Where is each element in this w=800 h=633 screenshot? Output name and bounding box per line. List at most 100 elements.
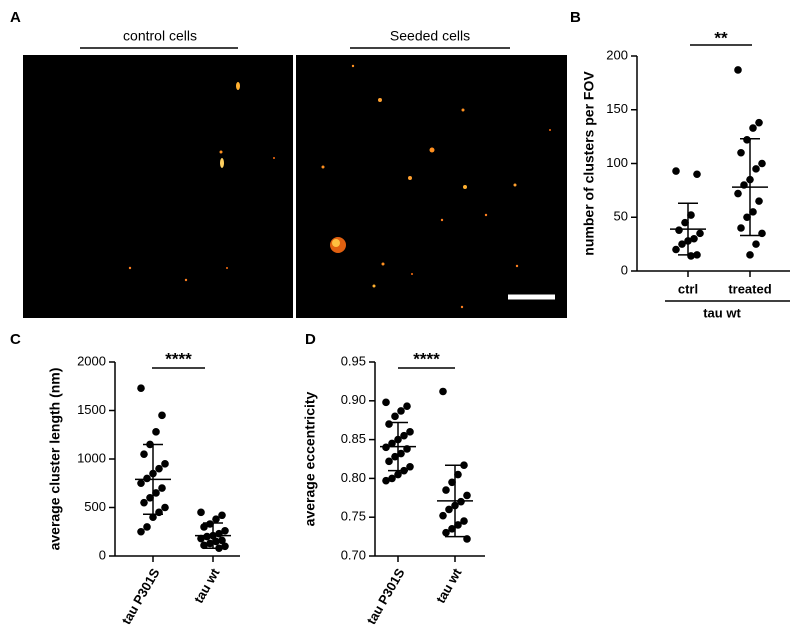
panel-letter: B <box>570 9 581 26</box>
data-point <box>749 124 757 132</box>
data-point <box>448 525 456 533</box>
microscopy-image <box>296 55 567 318</box>
data-point <box>675 226 683 234</box>
data-point <box>696 229 704 238</box>
data-point <box>382 443 390 452</box>
data-point <box>158 411 166 420</box>
data-point <box>758 229 766 238</box>
y-tick-label: 2000 <box>77 353 106 368</box>
data-point <box>406 428 414 436</box>
error-bar <box>678 202 698 256</box>
fluorescence-spots <box>128 64 551 309</box>
data-point <box>221 526 229 535</box>
error-bar <box>203 522 223 549</box>
microscopy-image <box>23 55 293 318</box>
y-tick-label: 100 <box>606 155 628 170</box>
data-point <box>197 508 205 517</box>
data-point <box>158 484 166 492</box>
data-point <box>448 478 456 487</box>
group-label: tau wt <box>703 305 741 320</box>
data-point <box>152 428 160 436</box>
data-point <box>758 159 766 168</box>
data-point <box>206 539 214 548</box>
data-point <box>137 479 145 488</box>
data-point <box>681 218 689 227</box>
image-label: Seeded cells <box>390 28 470 44</box>
significance: **** <box>413 349 440 368</box>
data-point <box>752 240 760 248</box>
data-point <box>672 167 680 175</box>
data-point <box>460 517 468 525</box>
data-point <box>140 498 148 507</box>
data-point <box>400 431 408 440</box>
panel-letter: D <box>305 331 316 348</box>
data-point <box>382 476 390 485</box>
data-point <box>155 464 163 473</box>
data-point <box>442 528 450 537</box>
data-point <box>382 398 390 407</box>
data-point <box>137 527 145 536</box>
data-point <box>442 486 450 494</box>
data-point <box>403 402 411 411</box>
data-point <box>734 189 742 198</box>
data-point <box>161 503 169 512</box>
data-point <box>200 541 208 550</box>
data-point <box>755 118 763 127</box>
data-point <box>397 407 405 415</box>
image-label: control cells <box>123 28 197 44</box>
data-point <box>203 532 211 541</box>
data-point <box>749 208 757 216</box>
data-point <box>737 148 745 157</box>
y-axis-label: number of clusters per FOV <box>581 71 597 256</box>
data-point <box>143 523 151 531</box>
y-tick-label: 200 <box>606 47 628 62</box>
y-tick-label: 0.95 <box>341 353 366 368</box>
y-tick-label: 0.85 <box>341 431 366 446</box>
y-tick-label: 1500 <box>77 402 106 417</box>
data-point <box>212 537 220 546</box>
data-point <box>463 491 471 500</box>
y-tick-label: 500 <box>84 499 106 514</box>
error-bar <box>388 421 408 472</box>
data-point <box>463 535 471 543</box>
x-tick-label: tau wt <box>433 565 465 606</box>
data-point <box>149 513 157 521</box>
data-point <box>385 420 393 428</box>
y-tick-label: 50 <box>614 209 628 224</box>
y-tick-label: 0 <box>621 262 628 277</box>
data-point <box>388 439 396 448</box>
x-tick-label: tau wt <box>191 565 223 606</box>
data-point <box>746 251 754 259</box>
y-axis-label: average eccentricity <box>302 391 318 526</box>
data-point <box>140 450 148 458</box>
data-point <box>743 136 751 144</box>
data-point <box>737 224 745 232</box>
data-point <box>752 165 760 173</box>
data-point <box>678 240 686 248</box>
data-point <box>394 470 402 479</box>
data-point <box>445 505 453 514</box>
data-point <box>143 474 151 483</box>
data-point <box>687 211 695 219</box>
data-point <box>218 511 226 520</box>
y-tick-label: 0.90 <box>341 392 366 407</box>
significance: **** <box>165 349 192 368</box>
data-point <box>743 213 751 222</box>
data-point <box>755 197 763 205</box>
data-point <box>197 534 205 543</box>
error-bar <box>143 443 163 516</box>
data-point <box>687 252 695 260</box>
data-point <box>439 387 447 396</box>
data-point <box>397 449 405 458</box>
data-point <box>672 245 680 254</box>
data-point <box>690 234 698 243</box>
y-tick-label: 0.70 <box>341 547 366 562</box>
y-tick-label: 0.75 <box>341 509 366 524</box>
data-point <box>200 523 208 531</box>
data-point <box>218 536 226 545</box>
data-point <box>454 470 462 479</box>
data-point <box>161 460 169 468</box>
y-tick-label: 1000 <box>77 450 106 465</box>
data-point <box>454 521 462 529</box>
